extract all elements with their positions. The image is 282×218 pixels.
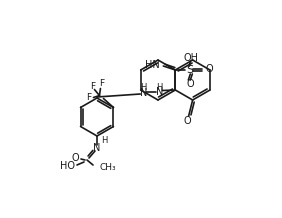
Text: F: F xyxy=(90,82,95,91)
Text: N: N xyxy=(140,88,147,98)
Text: HN: HN xyxy=(145,60,159,70)
Text: H: H xyxy=(156,82,162,92)
Text: N: N xyxy=(93,143,101,153)
Text: H: H xyxy=(101,136,107,145)
Text: CH₃: CH₃ xyxy=(99,164,116,172)
Text: HO: HO xyxy=(60,161,75,171)
Text: OH: OH xyxy=(184,53,199,63)
Text: O: O xyxy=(71,153,79,163)
Text: O: O xyxy=(186,79,194,89)
Text: N: N xyxy=(156,87,163,97)
Text: F: F xyxy=(99,79,104,88)
Text: O: O xyxy=(184,116,191,126)
Text: H: H xyxy=(140,83,147,92)
Text: F: F xyxy=(86,93,91,102)
Text: O: O xyxy=(205,64,213,74)
Text: S: S xyxy=(186,65,193,75)
